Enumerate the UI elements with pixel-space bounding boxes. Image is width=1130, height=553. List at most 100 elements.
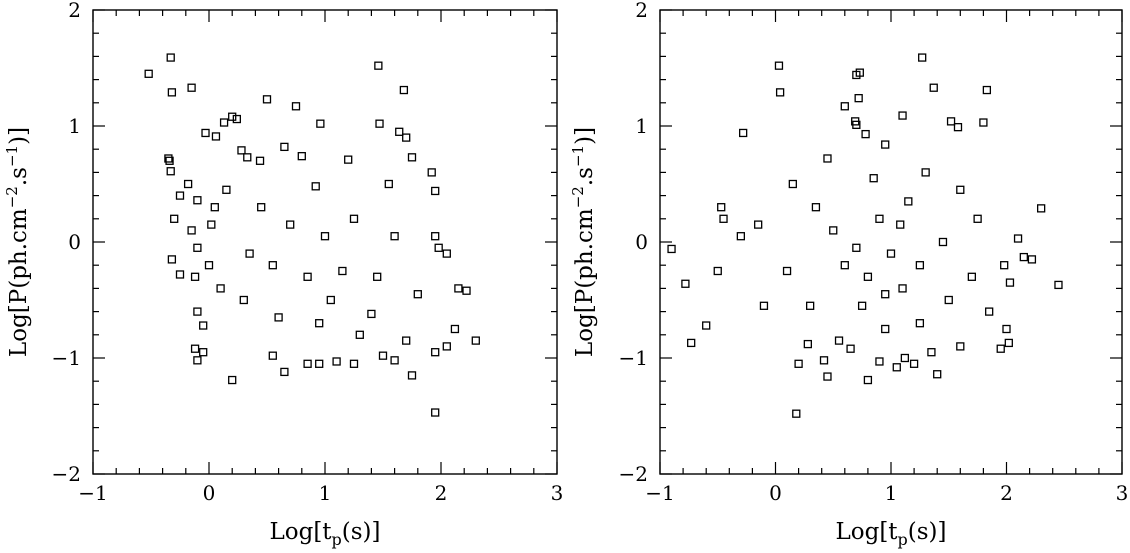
data-point <box>175 191 185 200</box>
data-point <box>164 154 173 163</box>
data-point <box>434 243 443 252</box>
data-point <box>373 272 382 281</box>
x-tick-label: 2 <box>1000 481 1013 505</box>
data-point <box>190 344 200 353</box>
data-point <box>1000 261 1009 270</box>
data-point <box>782 266 792 276</box>
data-point <box>315 319 324 328</box>
data-point <box>806 301 815 310</box>
data-point <box>881 324 890 334</box>
data-point <box>338 266 347 276</box>
y-axis-label-tail: )] <box>6 127 32 145</box>
data-point <box>702 321 711 330</box>
plot-frame <box>659 9 1123 475</box>
data-point <box>349 359 359 368</box>
x-tick-label: 1 <box>885 481 898 505</box>
y-axis-label-sup1: −2 <box>3 186 21 208</box>
data-point <box>280 367 289 377</box>
x-axis-label: Log[tp(s)] <box>835 519 946 549</box>
y-axis-label-sup2: −1 <box>3 145 21 167</box>
y-tick-label: 0 <box>68 230 81 254</box>
data-point <box>297 152 306 161</box>
data-point <box>886 249 896 258</box>
data-point <box>243 153 252 162</box>
data-point <box>921 168 930 177</box>
data-point <box>216 284 225 293</box>
data-point <box>956 342 965 351</box>
x-tick-label: −1 <box>645 481 674 505</box>
data-point <box>687 338 696 348</box>
y-tick-label: 2 <box>635 0 648 22</box>
data-point <box>211 132 221 141</box>
x-tick-label: 3 <box>551 481 564 505</box>
data-point <box>237 146 246 155</box>
data-point <box>811 203 821 212</box>
data-point <box>967 272 976 281</box>
data-point <box>367 309 376 319</box>
data-point <box>736 232 745 241</box>
data-point <box>861 129 870 139</box>
data-point <box>823 154 832 163</box>
data-point <box>857 301 867 310</box>
y-tick-label: −1 <box>619 346 648 370</box>
data-point <box>834 336 844 345</box>
data-point <box>165 156 174 165</box>
data-point <box>1054 280 1063 290</box>
data-point <box>257 203 266 212</box>
data-point <box>471 336 480 345</box>
data-point <box>863 272 873 281</box>
x-tick-label: 0 <box>769 481 782 505</box>
data-point <box>846 344 855 353</box>
y-axis-label: Log[P(ph.cm−2.s−1)] <box>569 127 598 357</box>
data-point <box>375 119 384 128</box>
x-tick-label: 0 <box>203 481 216 505</box>
data-point <box>399 85 409 95</box>
data-point <box>219 118 229 127</box>
x-axis-label-tail: (s)] <box>908 519 947 545</box>
data-point <box>170 214 179 223</box>
right-scatter-panel: −1 0 1 2 3−2−1012Log[tp(s)]Log[P(ph.cm−2.s−1… <box>569 0 1128 549</box>
data-point <box>898 284 907 293</box>
y-tick-label: 0 <box>635 230 648 254</box>
data-point <box>938 237 948 247</box>
data-point <box>315 359 324 368</box>
y-axis-label-sup1: −2 <box>569 186 587 208</box>
y-axis-label-tail: )] <box>572 127 598 145</box>
data-point <box>996 344 1005 353</box>
data-point <box>979 118 988 127</box>
data-point <box>378 351 388 360</box>
data-point <box>840 261 849 270</box>
data-point <box>788 179 797 189</box>
y-tick-label: −1 <box>52 346 81 370</box>
data-point <box>875 214 884 223</box>
x-axis-label-subscript: p <box>898 530 908 549</box>
data-point <box>973 214 982 223</box>
data-point <box>881 290 890 299</box>
data-point <box>896 220 905 229</box>
data-point <box>190 272 200 281</box>
data-point <box>881 140 890 149</box>
data-point <box>166 53 175 62</box>
data-point <box>792 409 801 418</box>
data-point <box>187 226 196 235</box>
data-point <box>193 356 202 365</box>
data-point <box>717 203 726 212</box>
data-point <box>402 336 411 345</box>
data-point <box>395 127 404 136</box>
data-point <box>201 128 210 138</box>
data-point <box>311 182 320 191</box>
data-point <box>944 295 953 305</box>
data-point <box>222 185 231 194</box>
data-point <box>1027 255 1037 264</box>
data-point <box>320 232 330 241</box>
data-point <box>933 370 942 379</box>
data-point <box>280 142 289 152</box>
data-point <box>427 168 436 177</box>
x-axis-label: Log[tp(s)] <box>269 519 380 549</box>
data-point <box>840 102 849 111</box>
data-point <box>823 372 832 381</box>
data-point <box>1005 278 1015 287</box>
data-point <box>199 321 208 330</box>
data-point <box>274 313 283 322</box>
